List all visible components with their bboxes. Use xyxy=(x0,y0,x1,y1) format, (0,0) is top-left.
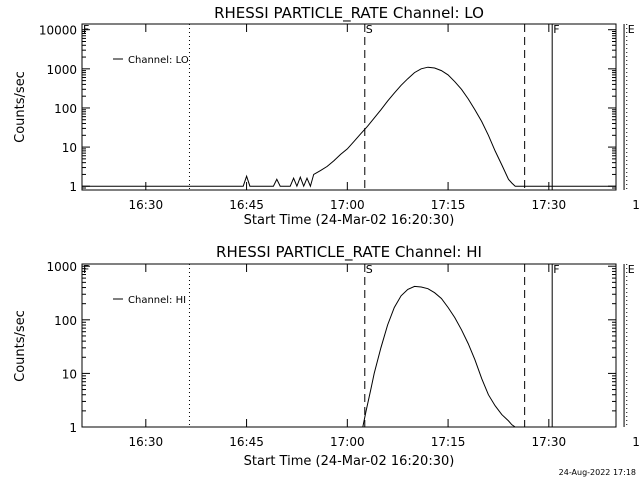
marker-label-hi-0: F xyxy=(83,263,89,276)
x-tick-label-hi-3: 17:15 xyxy=(431,435,466,449)
x-tick-label-lo-5: 17:45 xyxy=(632,198,640,212)
x-tick-label-hi-4: 17:30 xyxy=(532,435,567,449)
x-tick-label-lo-2: 17:00 xyxy=(330,198,365,212)
marker-label-hi-6: E xyxy=(628,263,635,276)
y-tick-label-lo-4: 10000 xyxy=(39,24,77,38)
x-tick-label-hi-1: 16:45 xyxy=(229,435,264,449)
panel-lo: RHESSI PARTICLE_RATE Channel: LO 16:30 16… xyxy=(13,4,640,228)
x-axis-label-lo: Start Time (24-Mar-02 16:20:30) xyxy=(244,213,455,228)
y-tick-label-hi-0: 1 xyxy=(69,421,77,435)
marker-label-lo-2: S xyxy=(366,23,373,36)
y-tick-label-lo-2: 100 xyxy=(54,102,77,116)
marker-label-lo-6: E xyxy=(628,23,635,36)
marker-label-lo-0: F xyxy=(83,23,89,36)
y-tick-label-lo-3: 1000 xyxy=(46,63,77,77)
y-tick-label-hi-2: 100 xyxy=(54,314,77,328)
x-tick-label-hi-2: 17:00 xyxy=(330,435,365,449)
x-tick-label-lo-0: 16:30 xyxy=(129,198,164,212)
marker-label-hi-2: S xyxy=(366,263,373,276)
x-tick-label-lo-4: 17:30 xyxy=(532,198,567,212)
chart-title-lo: RHESSI PARTICLE_RATE Channel: LO xyxy=(214,4,484,23)
panel-hi: RHESSI PARTICLE_RATE Channel: HI 16:30 16… xyxy=(13,243,640,469)
x-axis-label-hi: Start Time (24-Mar-02 16:20:30) xyxy=(244,454,455,469)
x-tick-label-lo-1: 16:45 xyxy=(229,198,264,212)
y-tick-label-hi-1: 10 xyxy=(62,367,77,381)
series-line-lo-0 xyxy=(82,66,616,188)
x-tick-label-hi-0: 16:30 xyxy=(129,435,164,449)
footer-timestamp: 24-Aug-2022 17:18 xyxy=(559,468,636,477)
y-axis-label-lo: Counts/sec xyxy=(13,71,28,143)
plot-frame-hi xyxy=(81,263,617,428)
chart-title-hi: RHESSI PARTICLE_RATE Channel: HI xyxy=(216,243,482,262)
plot-frame-lo xyxy=(81,23,617,191)
series-line-hi-0 xyxy=(362,285,516,428)
x-tick-label-lo-3: 17:15 xyxy=(431,198,466,212)
legend-label-lo: Channel: LO xyxy=(128,55,189,66)
legend-label-hi: Channel: HI xyxy=(128,295,186,306)
marker-label-hi-4: F xyxy=(553,263,559,276)
y-tick-label-lo-0: 1 xyxy=(69,180,77,194)
y-axis-label-hi: Counts/sec xyxy=(13,310,28,382)
y-tick-label-lo-1: 10 xyxy=(62,141,77,155)
marker-label-lo-4: F xyxy=(553,23,559,36)
x-tick-label-hi-5: 17:45 xyxy=(632,435,640,449)
y-tick-label-hi-3: 1000 xyxy=(46,260,77,274)
